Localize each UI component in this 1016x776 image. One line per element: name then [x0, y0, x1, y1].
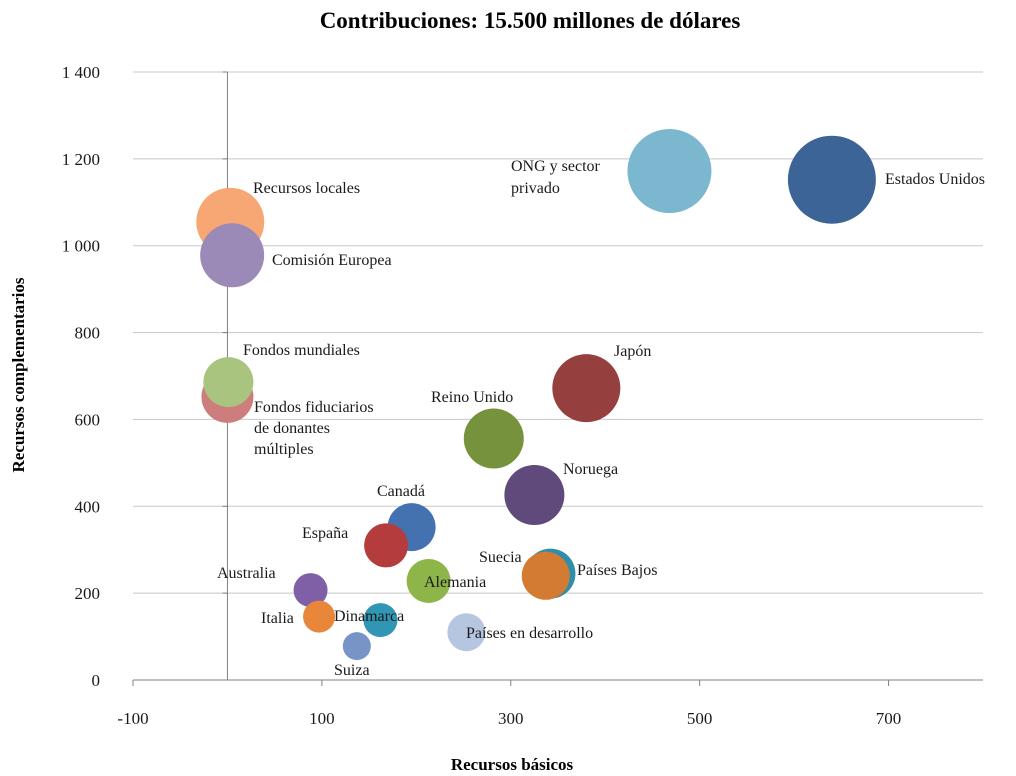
label-ffdm-line3: múltiples: [254, 441, 314, 458]
label-australia: Australia: [217, 565, 276, 582]
label-comision-europea: Comisión Europea: [272, 252, 392, 269]
label-ffdm-line1: Fondos fiduciarios: [254, 399, 374, 416]
label-italia: Italia: [261, 610, 294, 627]
y-tick-label-3: 600: [75, 410, 101, 429]
bubble-estados-unidos: [787, 135, 876, 224]
y-tick-label-4: 800: [75, 324, 101, 343]
y-axis-label: Recursos complementarios: [9, 277, 28, 472]
x-tick-label-2: 300: [498, 709, 524, 728]
bubble-australia: [293, 573, 328, 608]
y-tick-label-0: 0: [92, 671, 101, 690]
label-espana: España: [302, 525, 348, 542]
bubble-dinamarca: [363, 603, 398, 638]
label-alemania: Alemania: [424, 574, 486, 591]
x-tick-label-3: 500: [687, 709, 713, 728]
label-canada: Canadá: [377, 483, 425, 500]
label-recursos-locales: Recursos locales: [253, 180, 360, 197]
x-tick-label-1: 100: [309, 709, 335, 728]
chart-title: Contribuciones: 15.500 millones de dólar…: [320, 8, 741, 33]
x-tick-label-0: -100: [117, 709, 148, 728]
bubble-japon: [552, 354, 621, 423]
bubble-suiza: [342, 632, 371, 661]
label-paises-en-desarrollo: Países en desarrollo: [466, 625, 593, 642]
y-tick-label-2: 400: [75, 497, 101, 516]
bubble-paises-bajos: [521, 551, 570, 600]
label-ffdm-line2: de donantes: [254, 420, 330, 437]
bubble-ong-y-sector-privado: [627, 129, 712, 214]
gridlines: [133, 71, 983, 594]
label-ong-line1: ONG y sector: [511, 158, 601, 175]
bubble-italia: [303, 600, 336, 633]
y-tick-labels: 0 200 400 600 800 1 000 1 200 1 400: [62, 63, 100, 690]
bubble-paises-en-desarrollo: [447, 613, 486, 652]
x-axis-label: Recursos básicos: [451, 755, 574, 774]
label-fondos-mundiales: Fondos mundiales: [243, 342, 360, 359]
bubble-espana: [364, 523, 409, 568]
label-suiza: Suiza: [334, 662, 370, 679]
label-ong-line2: privado: [511, 180, 560, 197]
x-tick-labels: -100 100 300 500 700: [117, 709, 901, 728]
label-paises-bajos: Países Bajos: [577, 562, 657, 579]
bubble-noruega: [504, 464, 565, 525]
label-reino-unido: Reino Unido: [431, 389, 513, 406]
bubble-comision-europea: [200, 223, 265, 288]
label-japon: Japón: [614, 343, 651, 360]
bubble-alemania: [406, 558, 451, 603]
label-estados-unidos: Estados Unidos: [885, 171, 985, 188]
bubble-fondos-mundiales: [203, 357, 254, 408]
y-tick-label-7: 1 400: [62, 63, 100, 82]
bubble-reino-unido: [463, 408, 524, 469]
y-tick-label-1: 200: [75, 584, 101, 603]
label-dinamarca: Dinamarca: [334, 608, 404, 625]
bubbles: [196, 129, 876, 661]
y-tick-label-6: 1 200: [62, 150, 100, 169]
y-tick-label-5: 1 000: [62, 237, 100, 256]
x-tick-label-4: 700: [876, 709, 902, 728]
label-suecia: Suecia: [479, 549, 522, 566]
label-noruega: Noruega: [563, 461, 618, 478]
bubble-labels: Estados Unidos ONG y sector privado Recu…: [217, 158, 985, 679]
